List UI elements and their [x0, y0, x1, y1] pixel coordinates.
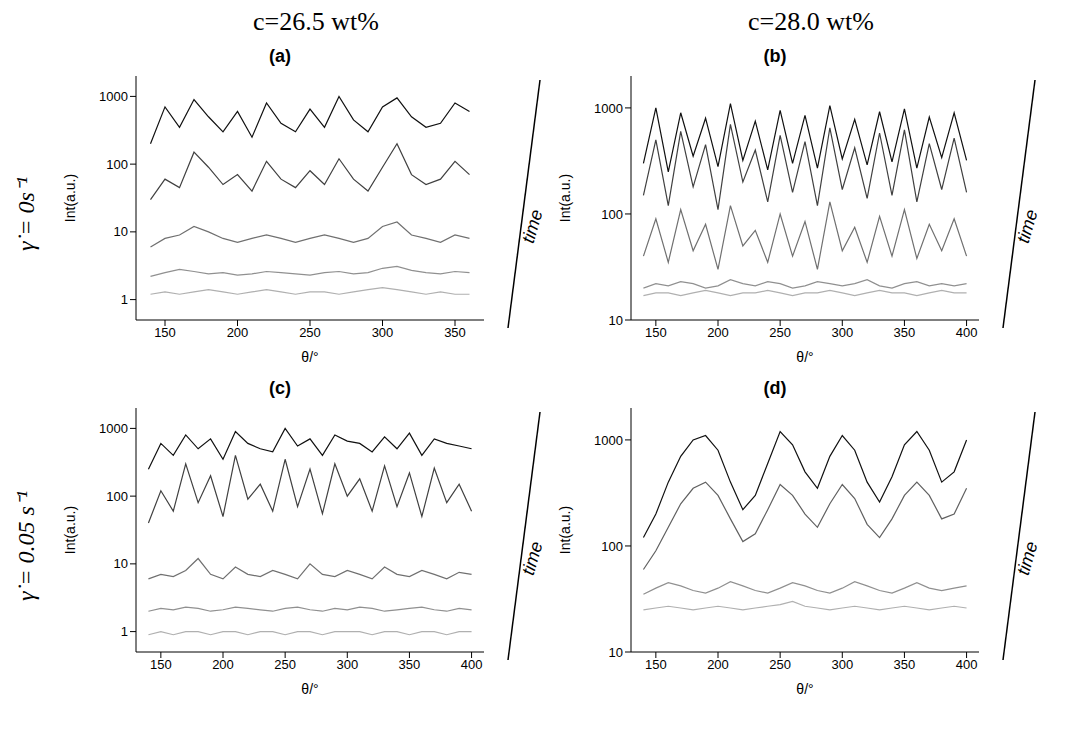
- svg-text:400: 400: [956, 657, 978, 672]
- svg-text:100: 100: [106, 489, 128, 504]
- svg-text:250: 250: [769, 657, 791, 672]
- svg-text:1000: 1000: [594, 433, 623, 448]
- svg-text:θ/°: θ/°: [301, 349, 318, 365]
- svg-text:Int(a.u.): Int(a.u.): [557, 174, 573, 222]
- svg-text:400: 400: [956, 325, 978, 340]
- svg-text:300: 300: [831, 657, 853, 672]
- svg-text:time: time: [1013, 207, 1042, 245]
- svg-text:150: 150: [154, 325, 176, 340]
- svg-text:1000: 1000: [99, 89, 128, 104]
- svg-text:100: 100: [106, 157, 128, 172]
- svg-text:350: 350: [444, 325, 466, 340]
- svg-text:1000: 1000: [99, 421, 128, 436]
- svg-text:θ/°: θ/°: [796, 681, 813, 697]
- svg-text:200: 200: [227, 325, 249, 340]
- svg-text:time: time: [518, 207, 547, 245]
- html-text:(b): (b): [763, 46, 787, 66]
- svg-text:1: 1: [121, 292, 128, 307]
- svg-text:200: 200: [212, 657, 234, 672]
- svg-text:1000: 1000: [594, 101, 623, 116]
- svg-text:150: 150: [645, 325, 667, 340]
- svg-text:150: 150: [645, 657, 667, 672]
- svg-text:time: time: [518, 539, 547, 577]
- html-text:(d): (d): [763, 378, 787, 398]
- svg-text:350: 350: [399, 657, 421, 672]
- html-text:(a): (a): [269, 46, 291, 66]
- html-text:(c): (c): [269, 378, 291, 398]
- svg-text:250: 250: [274, 657, 296, 672]
- html-text:c=28.0 wt%: c=28.0 wt%: [748, 7, 874, 36]
- svg-text:300: 300: [831, 325, 853, 340]
- svg-text:10: 10: [114, 556, 128, 571]
- svg-text:300: 300: [372, 325, 394, 340]
- svg-text:10: 10: [114, 224, 128, 239]
- svg-text:100: 100: [601, 207, 623, 222]
- svg-text:Int(a.u.): Int(a.u.): [62, 174, 78, 222]
- svg-text:1: 1: [121, 624, 128, 639]
- svg-text:250: 250: [299, 325, 321, 340]
- svg-text:250: 250: [769, 325, 791, 340]
- svg-text:10: 10: [609, 645, 623, 660]
- html-text:c=26.5 wt%: c=26.5 wt%: [253, 7, 379, 36]
- svg-text:time: time: [1013, 539, 1042, 577]
- svg-text:150: 150: [150, 657, 172, 672]
- svg-text:200: 200: [707, 657, 729, 672]
- svg-text:200: 200: [707, 325, 729, 340]
- svg-text:300: 300: [336, 657, 358, 672]
- svg-text:10: 10: [609, 313, 623, 328]
- svg-text:Int(a.u.): Int(a.u.): [557, 506, 573, 554]
- svg-text:100: 100: [601, 539, 623, 554]
- svg-text:400: 400: [461, 657, 483, 672]
- svg-text:Int(a.u.): Int(a.u.): [62, 506, 78, 554]
- svg-text:350: 350: [894, 325, 916, 340]
- svg-text:γ̇ = 0s⁻¹: γ̇ = 0s⁻¹: [13, 177, 39, 251]
- svg-text:θ/°: θ/°: [796, 349, 813, 365]
- svg-text:350: 350: [894, 657, 916, 672]
- svg-text:θ/°: θ/°: [301, 681, 318, 697]
- svg-text:γ̇ = 0.05 s⁻¹: γ̇ = 0.05 s⁻¹: [13, 491, 39, 601]
